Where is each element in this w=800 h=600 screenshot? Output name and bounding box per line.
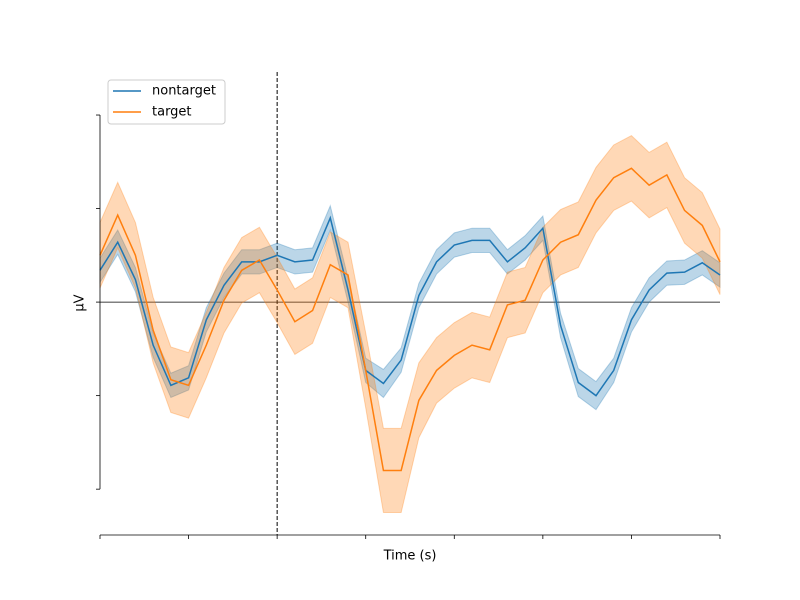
line bbox=[99, 215, 721, 397]
x-axis-label: Time (s) bbox=[383, 549, 437, 564]
legend-label: target bbox=[152, 105, 192, 120]
line bbox=[99, 167, 721, 472]
ci-band bbox=[99, 204, 721, 411]
legend-label: nontarget bbox=[152, 84, 216, 99]
ci-band bbox=[99, 134, 721, 514]
y-axis-label: µV bbox=[73, 294, 88, 311]
